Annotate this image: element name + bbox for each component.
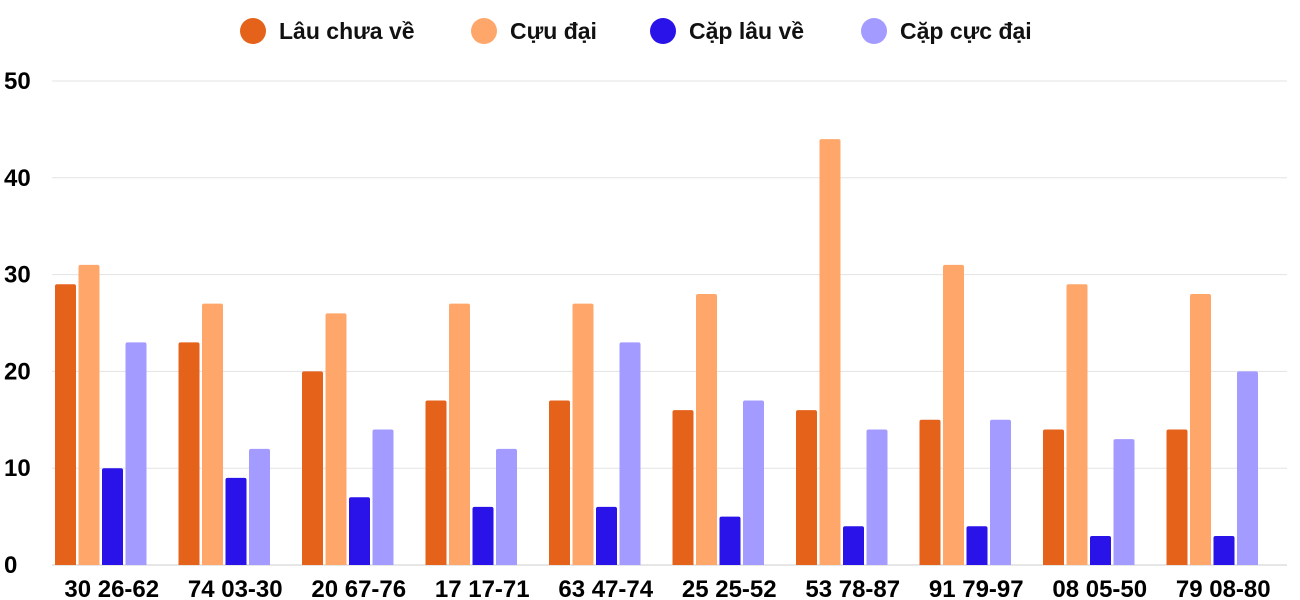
- legend-label: Cặp lâu về: [689, 18, 804, 44]
- bar-cặp-lâu-về: [472, 506, 494, 565]
- bar-lâu-chưa-về: [919, 419, 941, 565]
- y-tick-label: 20: [4, 358, 31, 385]
- bar-cặp-cực-đại: [249, 448, 270, 565]
- x-tick-label: 53 78-87: [805, 576, 900, 600]
- x-tick-label: 25 25-52: [682, 576, 777, 600]
- bar-lâu-chưa-về: [796, 410, 817, 565]
- x-tick-label: 20 67-76: [311, 576, 406, 600]
- bar-cặp-cực-đại: [866, 429, 888, 565]
- y-tick-label: 10: [4, 455, 31, 482]
- x-axis: 30 26-62 74 03-30 20 67-76 17 17-71 63 47-74…: [64, 576, 1270, 600]
- y-tick-label: 30: [4, 262, 31, 289]
- y-tick-label: 0: [4, 552, 17, 579]
- legend-label: Cặp cực đại: [900, 18, 1032, 44]
- bar-cựu-đại: [1066, 284, 1088, 565]
- legend-swatch: [650, 18, 676, 44]
- bar-cặp-cực-đại: [372, 429, 394, 565]
- legend-swatch: [861, 18, 887, 44]
- bar-cặp-cực-đại: [1113, 439, 1135, 565]
- bar-cặp-cực-đại: [1237, 371, 1258, 565]
- bar-cựu-đại: [325, 313, 347, 565]
- bar-lâu-chưa-về: [672, 410, 694, 565]
- x-tick-label: 91 79-97: [929, 576, 1024, 600]
- chart-bars: [55, 139, 1258, 565]
- bar-lâu-chưa-về: [549, 400, 570, 565]
- legend-swatch: [471, 18, 497, 44]
- bar-cặp-lâu-về: [966, 526, 988, 565]
- bar-cựu-đại: [78, 264, 100, 565]
- x-tick-label: 17 17-71: [435, 576, 530, 600]
- legend-item[interactable]: Cặp lâu về: [650, 18, 804, 44]
- bar-cặp-cực-đại: [743, 400, 764, 565]
- bar-cựu-đại: [202, 303, 223, 565]
- x-tick-label: 79 08-80: [1176, 576, 1271, 600]
- bar-lâu-chưa-về: [1166, 429, 1188, 565]
- legend-label: Lâu chưa về: [279, 18, 415, 44]
- bar-cựu-đại: [449, 303, 470, 565]
- bar-cặp-cực-đại: [990, 419, 1011, 565]
- y-tick-label: 50: [4, 68, 31, 95]
- bar-cặp-cực-đại: [619, 342, 641, 565]
- legend-item[interactable]: Cựu đại: [471, 18, 597, 44]
- bar-cựu-đại: [696, 293, 717, 565]
- bar-lâu-chưa-về: [302, 371, 323, 565]
- bar-lâu-chưa-về: [1043, 429, 1064, 565]
- y-tick-label: 40: [4, 165, 31, 192]
- bar-cặp-lâu-về: [349, 497, 370, 565]
- bar-cựu-đại: [943, 264, 964, 565]
- bar-cặp-lâu-về: [596, 506, 617, 565]
- legend-label: Cựu đại: [510, 18, 597, 44]
- bar-cặp-cực-đại: [496, 448, 517, 565]
- legend-swatch: [240, 18, 266, 44]
- chart-legend: Lâu chưa về Cựu đại Cặp lâu về Cặp cực đại: [240, 18, 1032, 44]
- bar-cặp-lâu-về: [102, 468, 123, 565]
- bar-cựu-đại: [572, 303, 594, 565]
- bar-lâu-chưa-về: [425, 400, 447, 565]
- x-tick-label: 74 03-30: [188, 576, 283, 600]
- bar-cặp-lâu-về: [719, 516, 741, 565]
- bar-lâu-chưa-về: [178, 342, 200, 565]
- x-tick-label: 30 26-62: [64, 576, 159, 600]
- x-tick-label: 08 05-50: [1052, 576, 1147, 600]
- y-axis: 0 10 20 30 40 50: [4, 68, 31, 579]
- bar-cặp-lâu-về: [225, 477, 247, 565]
- bar-cặp-lâu-về: [843, 526, 864, 565]
- bar-cặp-cực-đại: [125, 342, 147, 565]
- bar-cựu-đại: [819, 139, 841, 565]
- legend-item[interactable]: Cặp cực đại: [861, 18, 1032, 44]
- bar-cặp-lâu-về: [1213, 535, 1235, 565]
- legend-item[interactable]: Lâu chưa về: [240, 18, 415, 44]
- x-tick-label: 63 47-74: [558, 576, 653, 600]
- bar-lâu-chưa-về: [55, 284, 76, 565]
- bar-cựu-đại: [1190, 293, 1211, 565]
- bar-cặp-lâu-về: [1090, 535, 1111, 565]
